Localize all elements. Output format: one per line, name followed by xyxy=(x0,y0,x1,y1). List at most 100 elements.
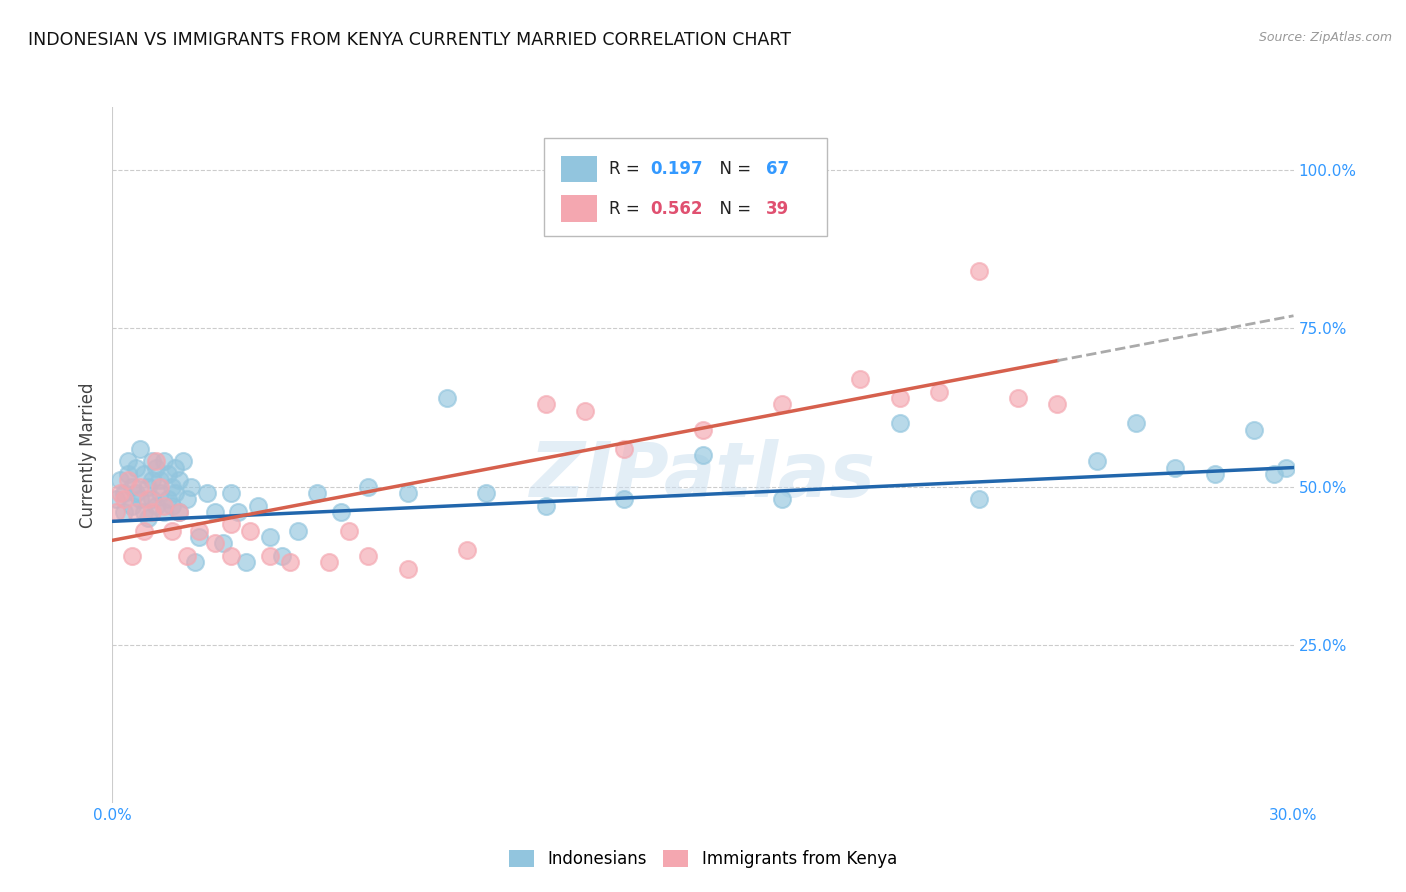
Point xyxy=(967,492,990,507)
Point xyxy=(396,486,419,500)
Point xyxy=(125,486,148,500)
Point xyxy=(117,473,139,487)
Point xyxy=(132,467,155,481)
Point xyxy=(188,530,211,544)
Point xyxy=(160,499,183,513)
Point xyxy=(357,479,380,493)
Point xyxy=(121,549,143,563)
Point xyxy=(176,492,198,507)
Point xyxy=(357,549,380,563)
Point xyxy=(141,492,163,507)
Point xyxy=(195,486,218,500)
Point xyxy=(188,524,211,538)
Point xyxy=(169,473,191,487)
Point xyxy=(110,473,132,487)
Point xyxy=(235,556,257,570)
Point xyxy=(1274,460,1296,475)
Point xyxy=(329,505,352,519)
Point xyxy=(152,454,174,468)
Point xyxy=(141,505,163,519)
Point xyxy=(156,492,179,507)
Point xyxy=(1007,391,1029,405)
Point xyxy=(145,499,167,513)
Point xyxy=(270,549,292,563)
Text: N =: N = xyxy=(709,160,756,178)
Point xyxy=(259,530,281,544)
Point xyxy=(219,517,242,532)
Bar xyxy=(561,156,596,182)
Point xyxy=(475,486,498,500)
Point xyxy=(105,505,128,519)
Point xyxy=(149,486,172,500)
Point xyxy=(889,391,911,405)
Point xyxy=(160,524,183,538)
Point xyxy=(259,549,281,563)
Point xyxy=(849,372,872,386)
Point xyxy=(247,499,270,513)
Point xyxy=(204,536,226,550)
Point xyxy=(1125,417,1147,431)
Point xyxy=(112,505,135,519)
Y-axis label: Currently Married: Currently Married xyxy=(79,382,97,528)
Point xyxy=(172,454,194,468)
Point xyxy=(211,536,233,550)
Point xyxy=(149,479,172,493)
Point xyxy=(692,423,714,437)
Point xyxy=(1263,467,1285,481)
Point xyxy=(176,549,198,563)
Point xyxy=(337,524,360,538)
Point xyxy=(287,524,309,538)
Point xyxy=(121,499,143,513)
Point xyxy=(1204,467,1226,481)
Point xyxy=(141,473,163,487)
Legend: Indonesians, Immigrants from Kenya: Indonesians, Immigrants from Kenya xyxy=(502,843,904,874)
Point xyxy=(928,384,950,399)
Point xyxy=(184,556,207,570)
Point xyxy=(145,454,167,468)
Point xyxy=(574,403,596,417)
Point xyxy=(770,397,793,411)
Text: INDONESIAN VS IMMIGRANTS FROM KENYA CURRENTLY MARRIED CORRELATION CHART: INDONESIAN VS IMMIGRANTS FROM KENYA CURR… xyxy=(28,31,792,49)
Bar xyxy=(561,195,596,222)
Text: R =: R = xyxy=(609,200,644,218)
Point xyxy=(770,492,793,507)
Point xyxy=(129,492,152,507)
Point xyxy=(1085,454,1108,468)
Point xyxy=(613,442,636,456)
Point xyxy=(132,505,155,519)
Point xyxy=(125,505,148,519)
Point xyxy=(889,417,911,431)
Point xyxy=(1243,423,1265,437)
Point xyxy=(613,492,636,507)
Point xyxy=(278,556,301,570)
Point xyxy=(136,492,159,507)
Point xyxy=(112,486,135,500)
Point xyxy=(149,473,172,487)
Point xyxy=(117,454,139,468)
Text: Source: ZipAtlas.com: Source: ZipAtlas.com xyxy=(1258,31,1392,45)
Point xyxy=(180,479,202,493)
Text: R =: R = xyxy=(609,160,644,178)
Point xyxy=(692,448,714,462)
Point xyxy=(136,511,159,525)
Point xyxy=(152,505,174,519)
Point xyxy=(129,479,152,493)
Point xyxy=(152,499,174,513)
Point xyxy=(169,505,191,519)
Point xyxy=(141,454,163,468)
Point xyxy=(121,479,143,493)
Point xyxy=(156,467,179,481)
Text: 0.197: 0.197 xyxy=(650,160,703,178)
Point xyxy=(219,486,242,500)
Point xyxy=(132,524,155,538)
Point xyxy=(165,486,187,500)
Point xyxy=(117,467,139,481)
Point xyxy=(110,486,132,500)
Point xyxy=(239,524,262,538)
Point xyxy=(129,442,152,456)
Text: 39: 39 xyxy=(766,200,789,218)
Text: N =: N = xyxy=(709,200,756,218)
Text: 0.562: 0.562 xyxy=(650,200,703,218)
FancyBboxPatch shape xyxy=(544,138,827,235)
Point xyxy=(169,505,191,519)
